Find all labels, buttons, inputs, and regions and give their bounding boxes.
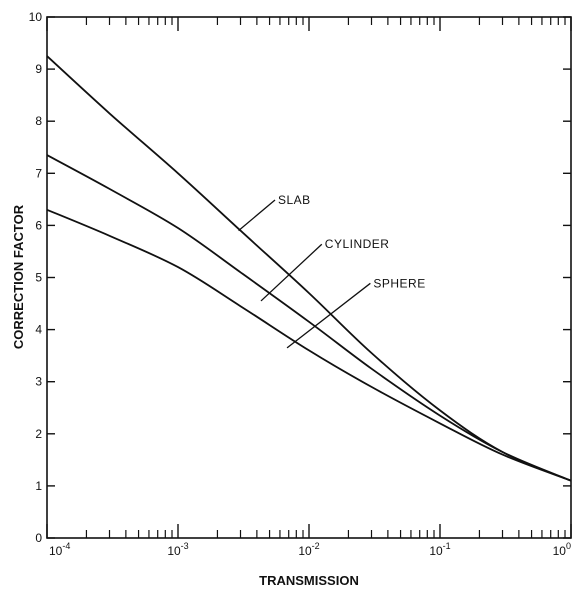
series-curves: [46, 55, 572, 482]
y-tick-label: 7: [35, 166, 42, 180]
y-tick-label: 3: [35, 375, 42, 389]
leader-line-cylinder: [260, 243, 323, 302]
x-axis-title: TRANSMISSION: [259, 573, 359, 588]
y-tick-label: 0: [35, 531, 42, 545]
y-tick-label: 1: [35, 479, 42, 493]
x-tick-label: 100: [553, 541, 571, 558]
y-tick-label: 10: [29, 10, 43, 24]
series-line-sphere: [46, 208, 572, 482]
series-line-slab: [46, 55, 572, 482]
series-line-cylinder: [46, 154, 572, 482]
leader-line-sphere: [286, 282, 371, 349]
y-tick-label: 4: [35, 323, 42, 337]
y-tick-label: 2: [35, 427, 42, 441]
y-tick-label: 9: [35, 62, 42, 76]
y-axis-title: CORRECTION FACTOR: [11, 204, 26, 349]
leader-line-slab: [238, 199, 276, 232]
curve-label-sphere: SPHERE: [373, 276, 425, 290]
y-tick-label: 5: [35, 271, 42, 285]
y-tick-label: 8: [35, 114, 42, 128]
x-tick-label: 10-1: [429, 541, 450, 558]
plot-frame: [46, 16, 572, 539]
x-tick-label: 10-2: [298, 541, 319, 558]
x-axis-ticks: 10-4 10-3 10-2 10-1 100: [46, 17, 572, 558]
curve-annotations: SLAB CYLINDER SPHERE: [238, 193, 425, 349]
y-tick-label: 6: [35, 218, 42, 232]
curve-label-cylinder: CYLINDER: [325, 237, 390, 251]
x-tick-label: 10-4: [49, 541, 70, 558]
x-tick-label: 10-3: [167, 541, 188, 558]
y-axis-ticks: 0 1 2 3 4 5 6 7 8 9 10: [29, 10, 571, 545]
curve-label-slab: SLAB: [278, 193, 311, 207]
